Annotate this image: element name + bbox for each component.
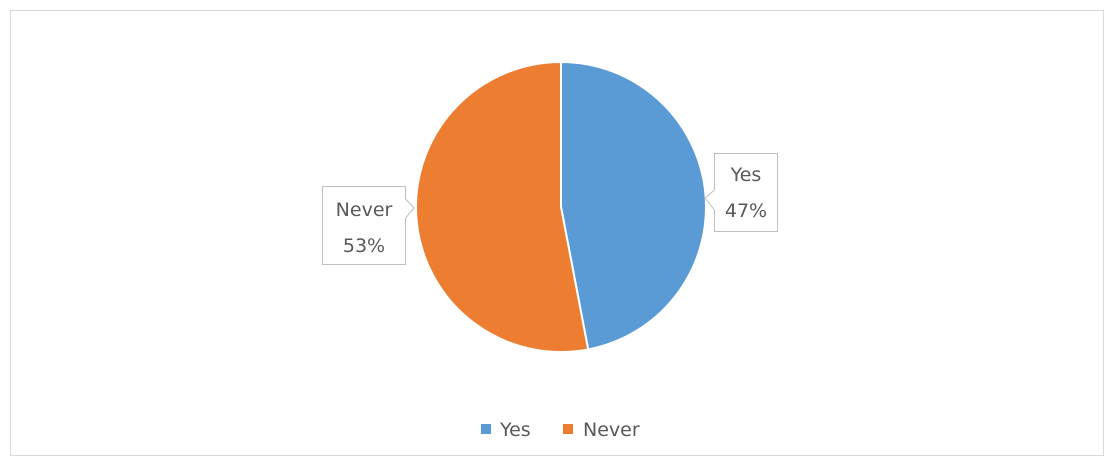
legend: Yes Never [481,419,640,441]
legend-swatch-yes [481,424,491,434]
data-label-never: Never 53% [322,186,415,265]
pie-slice-never [415,60,590,353]
data-label-yes-box [704,153,778,232]
data-label-never-percent: 53% [343,235,385,257]
pie-slice-yes [560,60,707,351]
legend-swatch-never [563,424,573,434]
data-label-never-box [322,186,415,265]
data-label-yes-category: Yes [730,164,762,186]
legend-label-never: Never [583,419,640,441]
legend-label-yes: Yes [499,419,531,441]
data-label-yes-percent: 47% [725,200,767,222]
data-label-yes: Yes 47% [704,153,778,232]
pie-slices [415,60,707,353]
data-label-never-category: Never [336,199,393,221]
